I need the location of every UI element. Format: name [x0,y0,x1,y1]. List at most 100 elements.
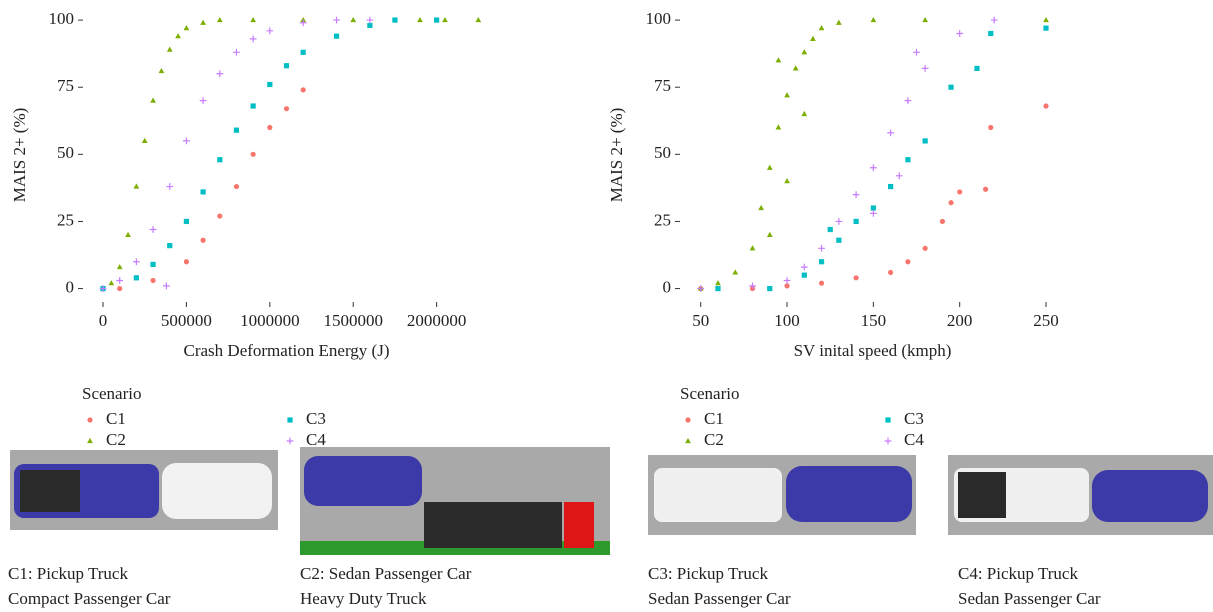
point [801,110,808,117]
point [853,275,859,281]
x-axis-label: Crash Deformation Energy (J) [184,341,390,360]
point [200,237,206,243]
point [250,151,256,157]
point [982,186,989,192]
point [108,280,115,286]
y-tick-label: 100 [49,9,75,28]
point [956,30,964,37]
legend-key [287,417,293,423]
point [216,16,223,23]
point [266,27,274,35]
point [1043,16,1049,23]
point [784,283,790,289]
illustration-c1 [10,450,278,530]
illustration-c4 [948,455,1213,535]
point [988,124,994,131]
point [233,48,240,56]
point [697,285,705,292]
point [869,210,877,217]
point [818,280,825,286]
point [974,65,980,72]
point [183,218,190,225]
point [801,49,808,55]
point [117,285,123,292]
point [888,183,894,190]
point [200,189,206,195]
legend-key [685,437,691,444]
caption: Sedan Passenger Car [958,589,1101,608]
point [183,259,190,265]
point [922,245,928,251]
y-tick-label: 50 [654,143,671,162]
point [442,16,448,23]
y-tick-label: 0 [66,277,75,296]
legend-key [87,437,93,444]
point [158,67,165,74]
point [715,280,721,286]
legend-title: Scenario [82,384,141,403]
point [749,282,756,290]
point [150,277,156,284]
point [749,245,756,251]
x-tick-label: 1000000 [240,311,300,330]
point [905,157,911,163]
point [888,269,894,276]
point [283,106,290,112]
point [990,16,998,24]
legend-key [884,437,892,445]
point [166,183,174,190]
point [250,16,256,23]
point [784,92,790,98]
legend-label: C3 [306,409,326,428]
point [163,282,170,290]
point [827,226,833,233]
point [775,124,782,130]
point [216,70,224,78]
point [133,183,140,189]
point [434,17,440,23]
y-axis-label: MAIS 2+ (%) [607,108,626,203]
point [116,263,123,270]
x-tick-label: 1500000 [323,311,383,330]
point [810,35,816,41]
caption: C1: Pickup Truck [8,564,128,583]
point [133,275,139,281]
point [125,231,131,237]
caption: Heavy Duty Truck [300,589,427,608]
point [904,97,912,105]
x-tick-label: 150 [861,311,887,330]
y-tick-label: 25 [654,210,671,229]
point [818,244,825,252]
point [233,127,240,133]
illustration-c2 [300,447,610,555]
illustration-c3 [648,455,916,535]
point [988,30,994,37]
point [887,129,895,137]
point [141,137,148,143]
point [150,97,156,103]
point [132,258,140,266]
point [784,178,790,184]
point [800,263,808,271]
point [921,65,929,72]
x-tick-label: 500000 [161,311,212,330]
point [300,49,306,55]
point [948,84,954,90]
point [249,35,257,43]
point [775,57,782,63]
point [818,25,825,31]
point [1043,103,1049,109]
y-tick-label: 50 [57,143,74,162]
point [392,17,398,23]
legend-label: C1 [704,409,724,428]
point [417,16,423,23]
point [767,285,773,292]
point [150,261,156,268]
legend-label: C3 [904,409,924,428]
legend-label: C1 [106,409,126,428]
point [922,16,929,23]
legend-key [885,417,891,423]
point [175,33,181,39]
point [801,272,807,278]
